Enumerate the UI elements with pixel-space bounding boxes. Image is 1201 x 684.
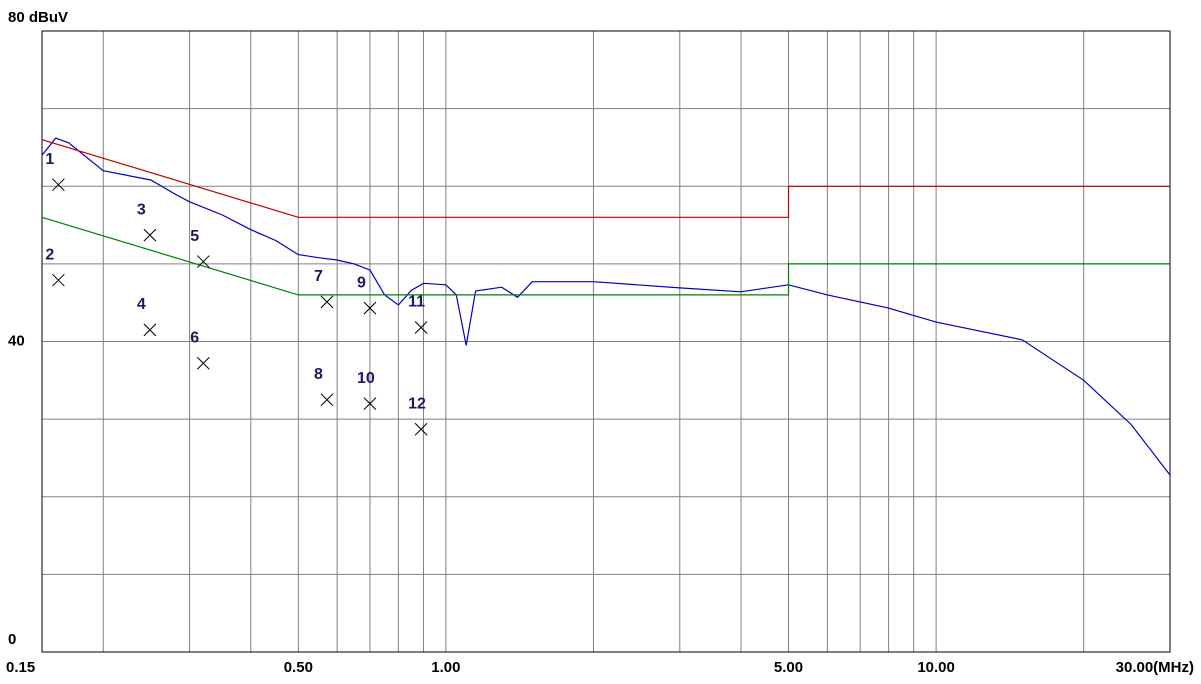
marker-label: 10 [357, 370, 375, 387]
marker-label: 11 [408, 294, 425, 311]
series-line [41, 139, 1170, 218]
series-line [41, 216, 1170, 296]
marker [320, 393, 334, 407]
marker [52, 273, 65, 287]
series-line [41, 137, 1171, 476]
marker-label: 8 [314, 366, 323, 383]
y-tick-label: 80 dBuV [8, 9, 68, 26]
x-tick-label: 1.00 [431, 659, 460, 676]
x-tick-label: 0.15 [6, 659, 35, 676]
marker-label: 7 [314, 268, 323, 285]
marker [143, 228, 157, 242]
y-tick-label: 0 [8, 631, 16, 648]
marker-label: 1 [45, 151, 54, 168]
marker [196, 356, 210, 370]
x-tick-label: 5.00 [774, 659, 803, 676]
marker [363, 397, 377, 410]
x-tick-label: 30.00(MHz) [1116, 659, 1194, 676]
marker [414, 422, 428, 436]
marker-label: 2 [45, 246, 54, 263]
x-tick-label: 0.50 [284, 659, 313, 676]
marker-label: 9 [357, 274, 366, 291]
marker [52, 178, 65, 192]
marker [196, 255, 210, 268]
marker-label: 3 [137, 201, 146, 218]
marker [363, 301, 377, 315]
y-tick-label: 40 [8, 332, 25, 349]
marker-label: 5 [190, 228, 199, 245]
marker-label: 12 [408, 395, 426, 412]
marker [414, 321, 428, 334]
x-tick-label: 10.00 [917, 659, 955, 676]
marker [320, 295, 334, 309]
marker-label: 6 [190, 329, 199, 346]
plot-frame [41, 30, 1171, 653]
marker [143, 323, 157, 337]
marker-label: 4 [137, 296, 146, 313]
